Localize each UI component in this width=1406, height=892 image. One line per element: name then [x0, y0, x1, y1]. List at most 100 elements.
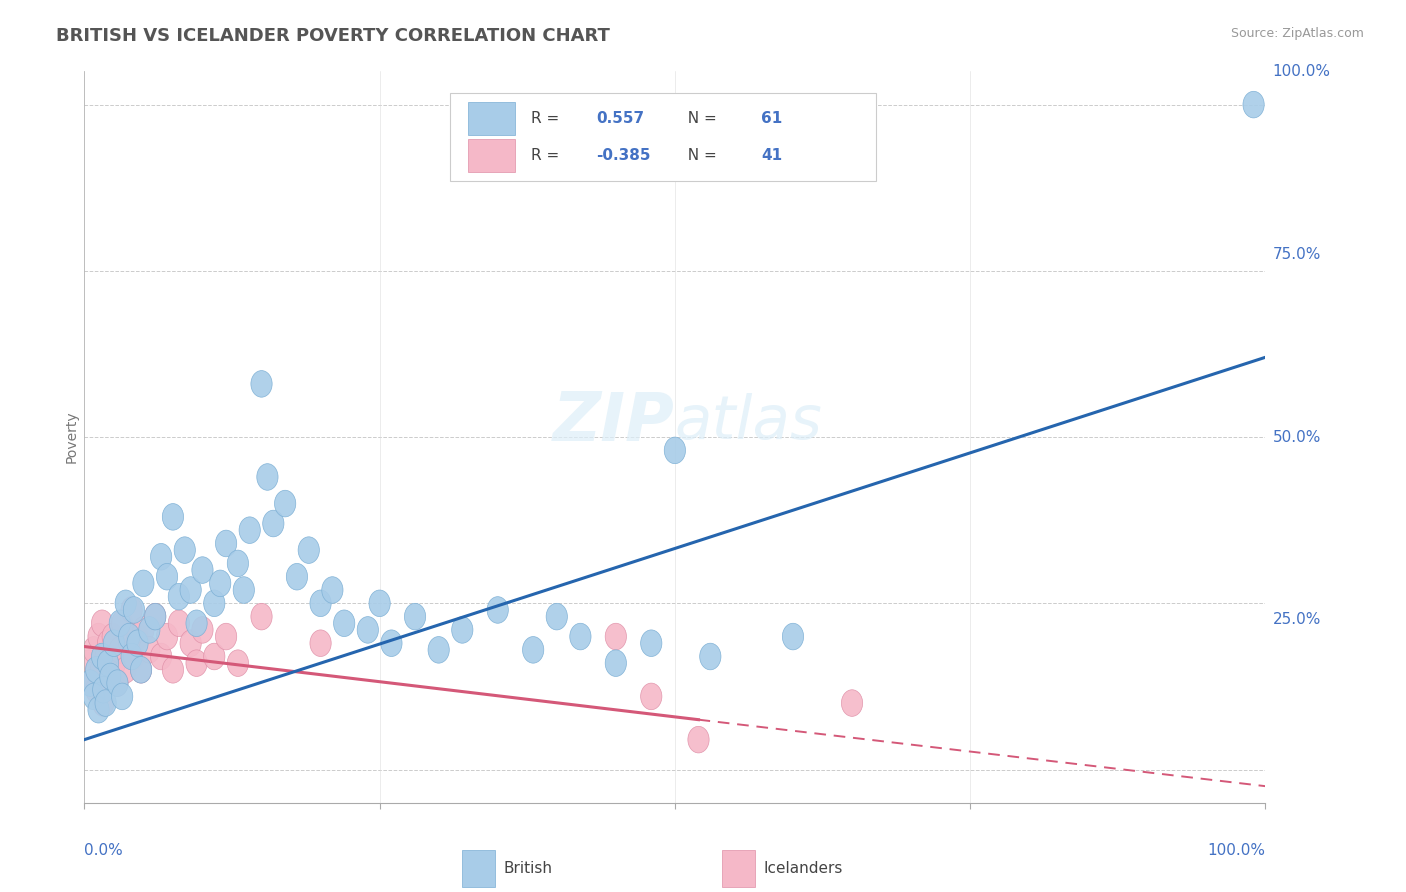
Text: 41: 41 [761, 148, 782, 163]
Text: atlas: atlas [675, 393, 823, 452]
Ellipse shape [257, 464, 278, 491]
Ellipse shape [97, 630, 118, 657]
Ellipse shape [322, 577, 343, 603]
Ellipse shape [86, 676, 107, 703]
Ellipse shape [204, 643, 225, 670]
Ellipse shape [83, 683, 104, 710]
Ellipse shape [96, 690, 117, 716]
Ellipse shape [287, 564, 308, 590]
Ellipse shape [186, 610, 207, 637]
Ellipse shape [381, 630, 402, 657]
Ellipse shape [83, 637, 104, 663]
Ellipse shape [86, 657, 107, 683]
Ellipse shape [111, 683, 132, 710]
Ellipse shape [357, 616, 378, 643]
Text: R =: R = [531, 112, 564, 127]
Ellipse shape [451, 616, 472, 643]
Ellipse shape [169, 583, 190, 610]
Ellipse shape [250, 603, 273, 630]
Ellipse shape [150, 543, 172, 570]
Text: BRITISH VS ICELANDER POVERTY CORRELATION CHART: BRITISH VS ICELANDER POVERTY CORRELATION… [56, 27, 610, 45]
Ellipse shape [103, 630, 125, 657]
Ellipse shape [523, 637, 544, 663]
Ellipse shape [90, 657, 111, 683]
Y-axis label: Poverty: Poverty [65, 411, 79, 463]
Text: R =: R = [531, 148, 564, 163]
FancyBboxPatch shape [463, 850, 495, 887]
FancyBboxPatch shape [450, 94, 876, 181]
Text: British: British [503, 861, 553, 876]
Ellipse shape [700, 643, 721, 670]
Ellipse shape [546, 603, 568, 630]
Ellipse shape [641, 683, 662, 710]
Text: 25.0%: 25.0% [1272, 613, 1320, 627]
Ellipse shape [115, 657, 136, 683]
Ellipse shape [368, 590, 391, 616]
Ellipse shape [127, 624, 148, 650]
Ellipse shape [118, 630, 139, 657]
Ellipse shape [124, 643, 145, 670]
Ellipse shape [91, 643, 112, 670]
Ellipse shape [107, 670, 128, 697]
Ellipse shape [228, 650, 249, 676]
Ellipse shape [121, 643, 142, 670]
Ellipse shape [209, 570, 231, 597]
Ellipse shape [174, 537, 195, 564]
Ellipse shape [132, 616, 155, 643]
Ellipse shape [782, 624, 804, 650]
Ellipse shape [309, 590, 332, 616]
Ellipse shape [180, 630, 201, 657]
Text: Icelanders: Icelanders [763, 861, 842, 876]
Ellipse shape [131, 657, 152, 683]
Text: 75.0%: 75.0% [1272, 247, 1320, 261]
FancyBboxPatch shape [468, 139, 516, 172]
Ellipse shape [169, 610, 190, 637]
Text: 61: 61 [761, 112, 782, 127]
Ellipse shape [156, 564, 177, 590]
Ellipse shape [156, 624, 177, 650]
Ellipse shape [93, 676, 114, 703]
Ellipse shape [104, 650, 125, 676]
Ellipse shape [186, 650, 207, 676]
Text: ZIP: ZIP [553, 390, 675, 456]
Text: 100.0%: 100.0% [1208, 843, 1265, 858]
Ellipse shape [96, 643, 117, 670]
Ellipse shape [79, 650, 100, 676]
Ellipse shape [118, 624, 139, 650]
Ellipse shape [664, 437, 686, 464]
Ellipse shape [162, 657, 184, 683]
Ellipse shape [80, 670, 103, 697]
Ellipse shape [145, 603, 166, 630]
Ellipse shape [250, 370, 273, 397]
Ellipse shape [841, 690, 863, 716]
Ellipse shape [139, 637, 160, 663]
Ellipse shape [309, 630, 332, 657]
Ellipse shape [427, 637, 450, 663]
Ellipse shape [131, 657, 152, 683]
Text: N =: N = [679, 112, 723, 127]
Ellipse shape [89, 697, 110, 723]
Ellipse shape [93, 690, 114, 716]
Ellipse shape [204, 590, 225, 616]
Ellipse shape [191, 557, 214, 583]
Ellipse shape [641, 630, 662, 657]
Ellipse shape [215, 624, 236, 650]
Ellipse shape [274, 491, 295, 516]
Ellipse shape [145, 603, 166, 630]
Ellipse shape [233, 577, 254, 603]
Ellipse shape [263, 510, 284, 537]
Ellipse shape [91, 610, 112, 637]
FancyBboxPatch shape [468, 103, 516, 136]
Ellipse shape [127, 630, 148, 657]
Ellipse shape [180, 577, 201, 603]
Ellipse shape [191, 616, 214, 643]
Ellipse shape [215, 530, 236, 557]
Ellipse shape [110, 610, 131, 637]
Text: -0.385: -0.385 [596, 148, 650, 163]
Text: 50.0%: 50.0% [1272, 430, 1320, 444]
Ellipse shape [80, 670, 101, 697]
Text: 100.0%: 100.0% [1272, 64, 1330, 78]
Ellipse shape [150, 643, 172, 670]
Ellipse shape [111, 610, 132, 637]
Ellipse shape [97, 650, 118, 676]
